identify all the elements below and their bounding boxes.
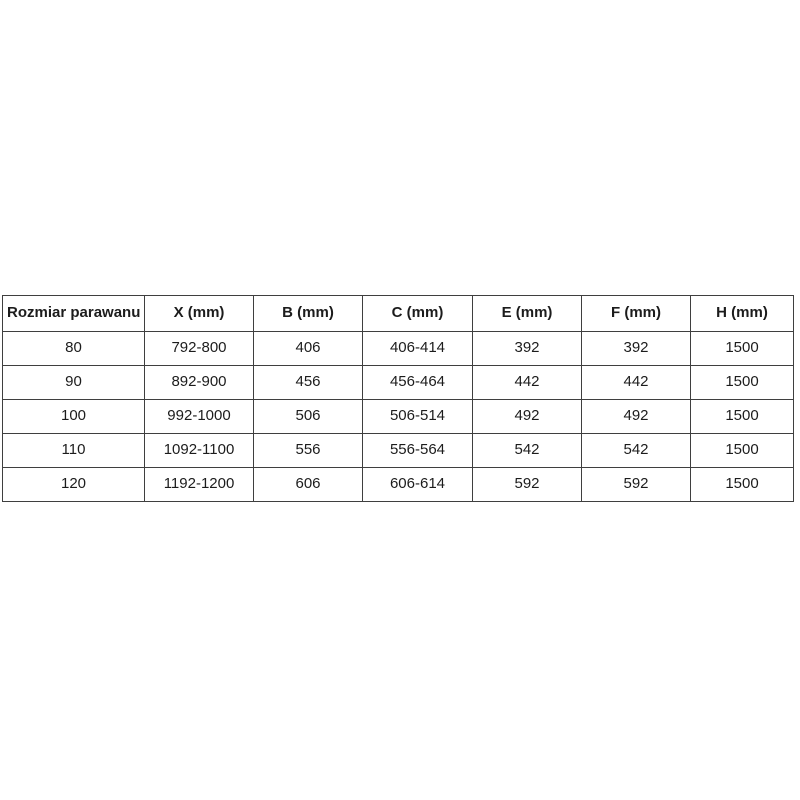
table-row: 120 1192-1200 606 606-614 592 592 1500 xyxy=(2,467,794,502)
table-cell: 1092-1100 xyxy=(144,433,254,468)
table-cell: 606-614 xyxy=(362,467,473,502)
table-cell: 506-514 xyxy=(362,399,473,434)
table-cell: 456 xyxy=(253,365,363,400)
table-cell: 1500 xyxy=(690,331,794,366)
table-cell: 392 xyxy=(472,331,582,366)
table-cell: 80 xyxy=(2,331,145,366)
table-cell: 506 xyxy=(253,399,363,434)
table-cell: 792-800 xyxy=(144,331,254,366)
table-cell: 406 xyxy=(253,331,363,366)
table-cell: 392 xyxy=(581,331,691,366)
table-cell: 1500 xyxy=(690,467,794,502)
table-header-row: Rozmiar parawanu X (mm) B (mm) C (mm) E (mm)… xyxy=(2,295,794,332)
table-header-cell: C (mm) xyxy=(362,295,473,332)
table-cell: 456-464 xyxy=(362,365,473,400)
table-cell: 592 xyxy=(581,467,691,502)
table-header-cell: B (mm) xyxy=(253,295,363,332)
table-row: 110 1092-1100 556 556-564 542 542 1500 xyxy=(2,433,794,468)
table-cell: 1500 xyxy=(690,433,794,468)
table-header-cell: F (mm) xyxy=(581,295,691,332)
table-cell: 556-564 xyxy=(362,433,473,468)
spec-table-body: 80 792-800 406 406-414 392 392 1500 90 892-900 45… xyxy=(2,331,794,502)
table-cell: 492 xyxy=(581,399,691,434)
table-row: 80 792-800 406 406-414 392 392 1500 xyxy=(2,331,794,366)
table-cell: 892-900 xyxy=(144,365,254,400)
table-cell: 1500 xyxy=(690,399,794,434)
table-header-cell: Rozmiar parawanu xyxy=(2,295,145,332)
table-cell: 110 xyxy=(2,433,145,468)
table-cell: 406-414 xyxy=(362,331,473,366)
table-row: 100 992-1000 506 506-514 492 492 1500 xyxy=(2,399,794,434)
table-header-cell: E (mm) xyxy=(472,295,582,332)
table-cell: 442 xyxy=(581,365,691,400)
table-cell: 442 xyxy=(472,365,582,400)
table-cell: 542 xyxy=(472,433,582,468)
table-cell: 992-1000 xyxy=(144,399,254,434)
table-cell: 90 xyxy=(2,365,145,400)
spec-table-head: Rozmiar parawanu X (mm) B (mm) C (mm) E (mm)… xyxy=(2,295,794,332)
table-cell: 492 xyxy=(472,399,582,434)
table-cell: 120 xyxy=(2,467,145,502)
table-cell: 592 xyxy=(472,467,582,502)
table-cell: 542 xyxy=(581,433,691,468)
table-cell: 606 xyxy=(253,467,363,502)
spec-table: Rozmiar parawanu X (mm) B (mm) C (mm) E (mm)… xyxy=(2,295,794,502)
table-cell: 100 xyxy=(2,399,145,434)
table-cell: 556 xyxy=(253,433,363,468)
table-header-cell: H (mm) xyxy=(690,295,794,332)
table-row: 90 892-900 456 456-464 442 442 1500 xyxy=(2,365,794,400)
table-header-cell: X (mm) xyxy=(144,295,254,332)
table-cell: 1192-1200 xyxy=(144,467,254,502)
table-cell: 1500 xyxy=(690,365,794,400)
